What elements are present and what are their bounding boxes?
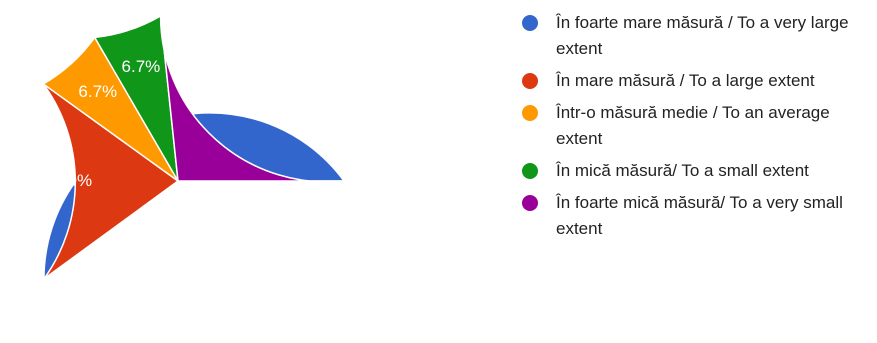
legend-item-small: În mică măsură/ To a small extent [522, 158, 872, 184]
legend-swatch-large [522, 73, 538, 89]
chart-legend: În foarte mare măsură / To a very large … [522, 10, 872, 248]
legend-item-very-large: În foarte mare măsură / To a very large … [522, 10, 872, 62]
legend-swatch-very-large [522, 15, 538, 31]
legend-item-large: În mare măsură / To a large extent [522, 68, 872, 94]
legend-label-large: În mare măsură / To a large extent [556, 71, 815, 90]
slice-label-very-small: 26.7% [223, 94, 271, 113]
legend-label-very-large: În foarte mare măsură / To a very large … [556, 13, 849, 58]
slice-label-small: 6.7% [122, 57, 161, 76]
pie-chart: 40% 20% 6.7% 6.7% 26.7% [0, 0, 360, 343]
slice-label-very-large: 40% [193, 268, 227, 287]
pie-slice-very-small [159, 15, 345, 183]
legend-item-very-small: În foarte mică măsură/ To a very small e… [522, 190, 872, 242]
legend-label-very-small: În foarte mică măsură/ To a very small e… [556, 193, 843, 238]
legend-label-small: În mică măsură/ To a small extent [556, 161, 809, 180]
legend-swatch-small [522, 163, 538, 179]
slice-label-large: 20% [58, 171, 92, 190]
legend-label-average: Într-o măsură medie / To an average exte… [556, 103, 830, 148]
pie-chart-svg: 40% 20% 6.7% 6.7% 26.7% [41, 14, 346, 287]
pie-slice-large [42, 83, 180, 280]
legend-swatch-average [522, 105, 538, 121]
legend-item-average: Într-o măsură medie / To an average exte… [522, 100, 872, 152]
slice-label-average: 6.7% [78, 82, 117, 101]
legend-swatch-very-small [522, 195, 538, 211]
